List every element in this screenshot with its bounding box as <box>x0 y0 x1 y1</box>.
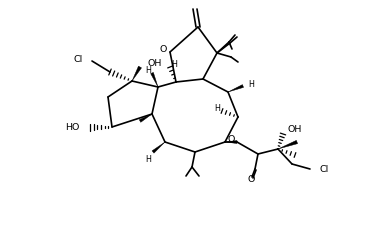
Polygon shape <box>151 73 158 88</box>
Text: O: O <box>228 135 236 144</box>
Text: H: H <box>214 104 220 113</box>
Polygon shape <box>278 141 298 149</box>
Polygon shape <box>225 141 237 144</box>
Polygon shape <box>228 85 244 93</box>
Text: H: H <box>145 66 151 75</box>
Text: Cl: Cl <box>74 55 83 64</box>
Text: H: H <box>171 60 177 69</box>
Text: O: O <box>159 45 167 54</box>
Text: Cl: Cl <box>320 165 329 174</box>
Text: H: H <box>248 80 254 89</box>
Text: H: H <box>145 155 151 164</box>
Polygon shape <box>139 115 152 123</box>
Text: HO: HO <box>66 123 80 132</box>
Text: O: O <box>247 175 255 184</box>
Text: OH: OH <box>148 58 162 67</box>
Polygon shape <box>152 142 165 153</box>
Polygon shape <box>132 67 142 82</box>
Text: OH: OH <box>287 125 301 134</box>
